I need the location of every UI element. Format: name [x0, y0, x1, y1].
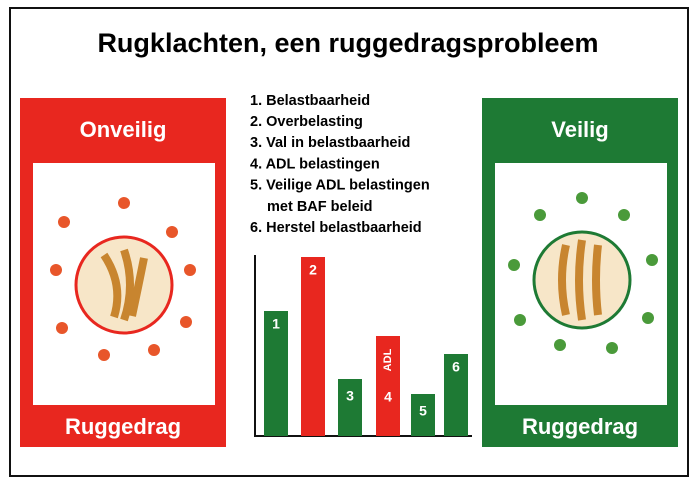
list-item: 6. Herstel belastbaarheid — [250, 220, 422, 236]
bar-label: 4 — [384, 389, 392, 405]
left-panel: Onveilig Ruggedrag — [20, 98, 226, 447]
bar-label: 5 — [419, 403, 427, 419]
list-item: 5. Veilige ADL belastingen — [250, 178, 430, 194]
list-item: 4. ADL belastingen — [250, 156, 380, 172]
bar-label: 3 — [346, 388, 354, 404]
panel-footer: Ruggedrag — [65, 414, 181, 439]
infographic: Rugklachten, een ruggedragsprobleem Onve… — [0, 0, 697, 479]
bar-annotation: ADL — [382, 348, 394, 371]
bar — [301, 257, 325, 436]
list-item: met BAF beleid — [267, 199, 373, 215]
panel-heading: Veilig — [551, 117, 608, 142]
bar-label: 1 — [272, 316, 280, 332]
bar-label: 2 — [309, 262, 317, 278]
panel-heading: Onveilig — [80, 117, 167, 142]
title: Rugklachten, een ruggedragsprobleem — [97, 28, 598, 58]
list-item: 2. Overbelasting — [250, 114, 363, 130]
list-item: 3. Val in belastbaarheid — [250, 135, 410, 151]
list-item: 1. Belastbaarheid — [250, 93, 370, 109]
bar-label: 6 — [452, 359, 460, 375]
panel-footer: Ruggedrag — [522, 414, 638, 439]
right-panel: Veilig Ruggedrag — [482, 98, 678, 447]
